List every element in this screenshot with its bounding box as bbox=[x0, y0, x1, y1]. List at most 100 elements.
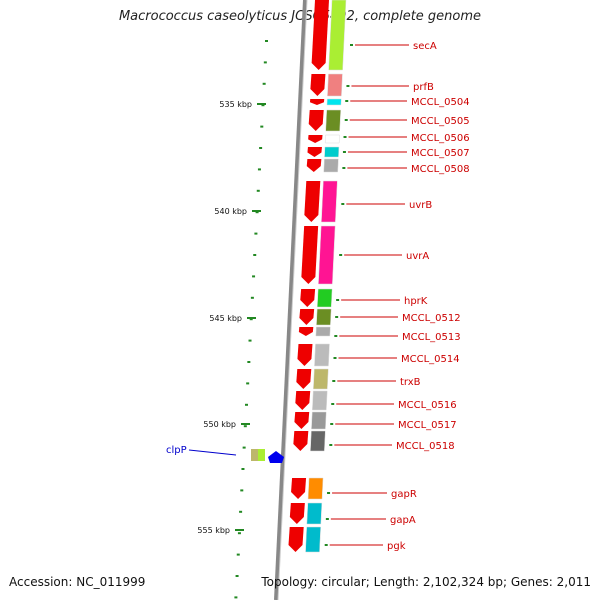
scale-dot bbox=[242, 446, 246, 449]
cog-color-block bbox=[314, 343, 330, 367]
forward-gene-arrow[interactable] bbox=[293, 431, 309, 451]
gene-label[interactable]: MCCL_0506 bbox=[411, 133, 470, 144]
label-marker bbox=[343, 136, 347, 138]
reverse-gene-arrow[interactable] bbox=[268, 451, 284, 463]
scale-dot bbox=[253, 254, 257, 256]
forward-gene-arrow[interactable] bbox=[294, 412, 310, 429]
label-marker bbox=[342, 167, 346, 169]
label-marker bbox=[325, 518, 329, 520]
forward-gene-arrow[interactable] bbox=[296, 369, 312, 389]
cog-color-block bbox=[312, 390, 328, 411]
label-marker bbox=[345, 100, 349, 102]
forward-gene-arrow[interactable] bbox=[309, 99, 325, 105]
cog-color-block bbox=[327, 73, 343, 97]
kbp-tick-label: 555 kbp bbox=[197, 526, 230, 535]
cog-color-block bbox=[318, 225, 336, 285]
cog-color-block bbox=[328, 0, 347, 71]
scale-dot bbox=[263, 61, 267, 64]
forward-gene-arrow[interactable] bbox=[307, 147, 322, 157]
gene-label[interactable]: secA bbox=[413, 41, 437, 52]
label-marker bbox=[324, 544, 328, 546]
cog-color-block bbox=[317, 288, 333, 308]
forward-gene-arrow[interactable] bbox=[301, 226, 319, 284]
scale-dot bbox=[257, 168, 261, 171]
gene-label[interactable]: MCCL_0505 bbox=[411, 116, 470, 127]
scale-dot bbox=[235, 575, 239, 577]
gene-label[interactable]: MCCL_0514 bbox=[401, 354, 460, 365]
scale-dot bbox=[254, 232, 258, 235]
gene-label[interactable]: uvrA bbox=[406, 251, 429, 262]
cog-color-block bbox=[305, 526, 321, 553]
forward-gene-arrow[interactable] bbox=[300, 289, 316, 307]
forward-gene-arrow[interactable] bbox=[306, 159, 322, 172]
scale-dot bbox=[243, 425, 247, 428]
gene-label[interactable]: gapA bbox=[390, 515, 416, 526]
gene-label[interactable]: hprK bbox=[404, 296, 428, 307]
cog-color-block bbox=[311, 411, 327, 430]
gene-label[interactable]: MCCL_0513 bbox=[402, 332, 461, 343]
gene-label[interactable]: trxB bbox=[400, 377, 421, 388]
forward-gene-arrow[interactable] bbox=[311, 0, 329, 70]
forward-gene-arrow[interactable] bbox=[291, 478, 307, 499]
forward-gene-arrow[interactable] bbox=[288, 527, 304, 552]
label-marker bbox=[336, 299, 340, 301]
gene-label[interactable]: MCCL_0507 bbox=[411, 148, 470, 159]
gene-label[interactable]: gapR bbox=[391, 489, 417, 500]
cog-color-block bbox=[310, 430, 326, 452]
forward-gene-arrow[interactable] bbox=[308, 110, 324, 131]
kbp-tick bbox=[247, 317, 256, 319]
gene-label[interactable]: MCCL_0504 bbox=[411, 97, 470, 108]
summary-label: Topology: circular; Length: 2,102,324 bp… bbox=[261, 575, 591, 589]
scale-dot bbox=[236, 553, 240, 556]
forward-gene-arrow[interactable] bbox=[298, 327, 314, 336]
cog-color-block bbox=[307, 477, 324, 500]
forward-gene-arrow[interactable] bbox=[289, 503, 305, 524]
scale-dot bbox=[249, 318, 253, 321]
kbp-tick bbox=[252, 210, 261, 212]
label-marker bbox=[339, 254, 343, 256]
scale-dot bbox=[260, 125, 264, 128]
label-marker bbox=[333, 357, 337, 359]
scale-dot bbox=[244, 403, 248, 406]
gene-label[interactable]: MCCL_0517 bbox=[398, 420, 457, 431]
cog-color-block bbox=[324, 134, 340, 144]
gene-label[interactable]: prfB bbox=[413, 82, 434, 93]
forward-gene-arrow[interactable] bbox=[297, 344, 313, 366]
cog-color-block bbox=[325, 109, 341, 132]
scale-dot bbox=[237, 532, 241, 535]
scale-dot bbox=[256, 189, 260, 192]
label-marker bbox=[329, 444, 333, 446]
kbp-tick bbox=[257, 103, 266, 105]
cog-color-block bbox=[316, 308, 332, 326]
forward-gene-arrow[interactable] bbox=[308, 135, 323, 143]
gene-label[interactable]: MCCL_0518 bbox=[396, 441, 455, 452]
scale-dot bbox=[261, 104, 265, 107]
forward-gene-arrow[interactable] bbox=[310, 74, 326, 96]
gene-label[interactable]: clpP bbox=[166, 445, 187, 456]
label-marker bbox=[330, 423, 334, 425]
label-marker bbox=[334, 335, 338, 337]
cog-color-block bbox=[323, 158, 339, 173]
forward-gene-arrow[interactable] bbox=[304, 181, 321, 222]
scale-dot bbox=[252, 275, 256, 278]
scale-dot bbox=[247, 361, 251, 363]
cog-color-block bbox=[306, 502, 323, 525]
accession-label: Accession: NC_011999 bbox=[9, 575, 146, 589]
label-marker bbox=[350, 44, 353, 46]
forward-gene-arrow[interactable] bbox=[295, 391, 311, 410]
gene-label[interactable]: uvrB bbox=[409, 200, 432, 211]
label-marker bbox=[344, 119, 348, 121]
gene-label[interactable]: pgk bbox=[387, 541, 406, 552]
reverse-cog-block bbox=[251, 449, 258, 461]
cog-color-block bbox=[321, 180, 338, 223]
label-marker bbox=[331, 403, 335, 405]
kbp-tick-label: 545 kbp bbox=[209, 314, 242, 323]
gene-label[interactable]: MCCL_0508 bbox=[411, 164, 470, 175]
gene-label[interactable]: MCCL_0512 bbox=[402, 313, 461, 324]
kbp-tick-label: 550 kbp bbox=[203, 420, 236, 429]
scale-dot bbox=[255, 211, 259, 214]
genome-backbone bbox=[274, 0, 307, 600]
gene-label[interactable]: MCCL_0516 bbox=[398, 400, 457, 411]
forward-gene-arrow[interactable] bbox=[299, 309, 315, 325]
scale-dot bbox=[239, 510, 243, 513]
